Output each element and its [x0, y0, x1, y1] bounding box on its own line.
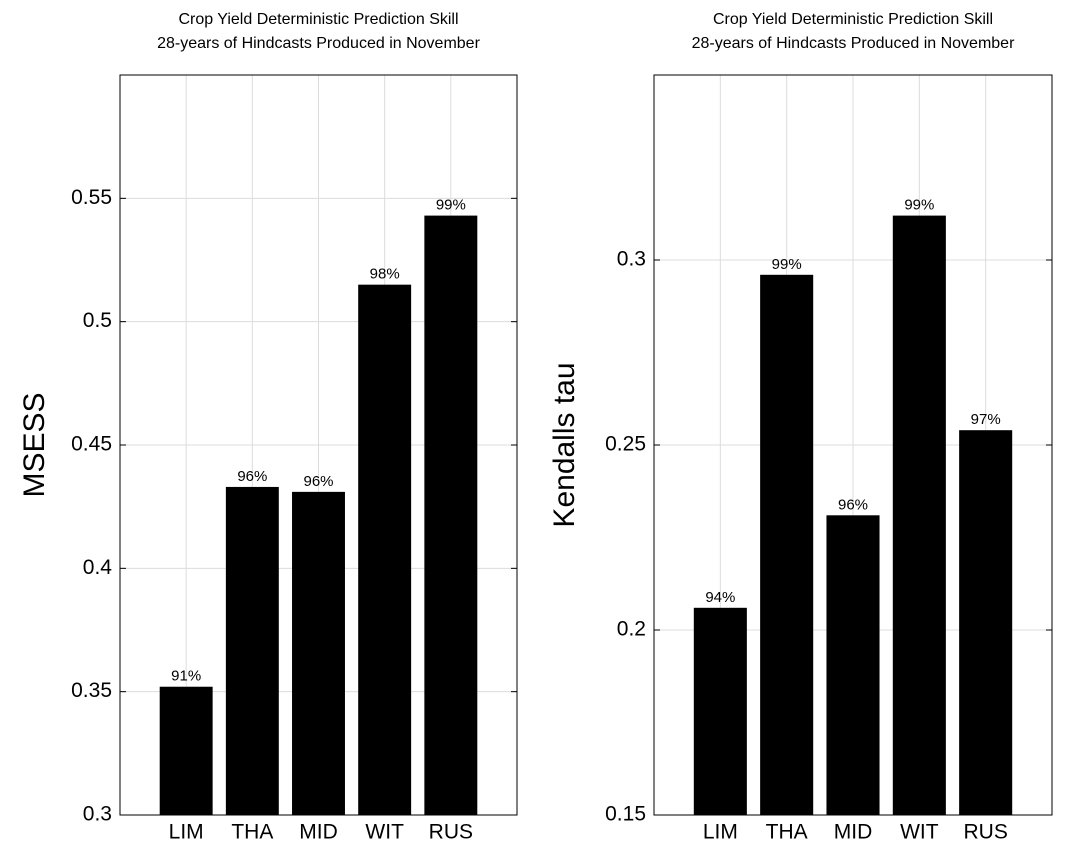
- y-tick-label: 0.15: [605, 803, 646, 826]
- x-tick-label: LIM: [169, 821, 204, 844]
- y-tick-label: 0.4: [83, 556, 113, 579]
- significance-label: 96%: [237, 468, 267, 485]
- y-axis-label: MSESS: [18, 392, 51, 497]
- chart-title: Crop Yield Deterministic Prediction Skil…: [178, 11, 458, 28]
- bar: [826, 515, 880, 815]
- significance-label: 99%: [904, 197, 934, 214]
- significance-label: 99%: [772, 256, 802, 273]
- y-tick-label: 0.45: [71, 433, 112, 456]
- bar: [424, 215, 478, 816]
- bar: [693, 607, 747, 815]
- y-tick-label: 0.3: [617, 248, 646, 271]
- bar: [225, 486, 279, 815]
- significance-label: 94%: [705, 589, 735, 606]
- significance-label: 98%: [370, 266, 400, 283]
- x-tick-label: THA: [231, 821, 273, 844]
- x-tick-label: LIM: [703, 821, 738, 844]
- significance-label: 96%: [303, 473, 333, 490]
- bar: [760, 274, 814, 815]
- significance-label: 99%: [436, 197, 466, 214]
- y-tick-label: 0.25: [605, 433, 646, 456]
- y-tick-label: 0.3: [83, 803, 112, 826]
- bar: [959, 430, 1013, 815]
- x-tick-label: WIT: [900, 821, 939, 844]
- x-tick-label: MID: [834, 821, 873, 844]
- y-tick-label: 0.2: [617, 618, 646, 641]
- x-tick-label: RUS: [963, 821, 1007, 844]
- x-tick-label: WIT: [365, 821, 404, 844]
- bar: [892, 215, 946, 816]
- significance-label: 96%: [838, 496, 868, 513]
- y-tick-label: 0.55: [71, 186, 112, 209]
- significance-label: 91%: [171, 668, 201, 685]
- x-tick-label: MID: [299, 821, 338, 844]
- chart-title: 28-years of Hindcasts Produced in Novemb…: [692, 35, 1015, 52]
- plot-frame: [119, 74, 518, 816]
- x-tick-label: THA: [766, 821, 808, 844]
- bar: [292, 491, 345, 815]
- significance-label: 97%: [971, 411, 1001, 428]
- y-tick-label: 0.35: [71, 679, 112, 702]
- x-tick-label: RUS: [429, 821, 473, 844]
- bar: [159, 686, 213, 815]
- plot-frame: [653, 74, 1053, 816]
- chart-title: Crop Yield Deterministic Prediction Skil…: [713, 11, 993, 28]
- y-tick-label: 0.5: [83, 309, 112, 332]
- bar: [358, 284, 412, 816]
- chart-title: 28-years of Hindcasts Produced in Novemb…: [157, 35, 480, 52]
- y-axis-label: Kendalls tau: [548, 362, 581, 527]
